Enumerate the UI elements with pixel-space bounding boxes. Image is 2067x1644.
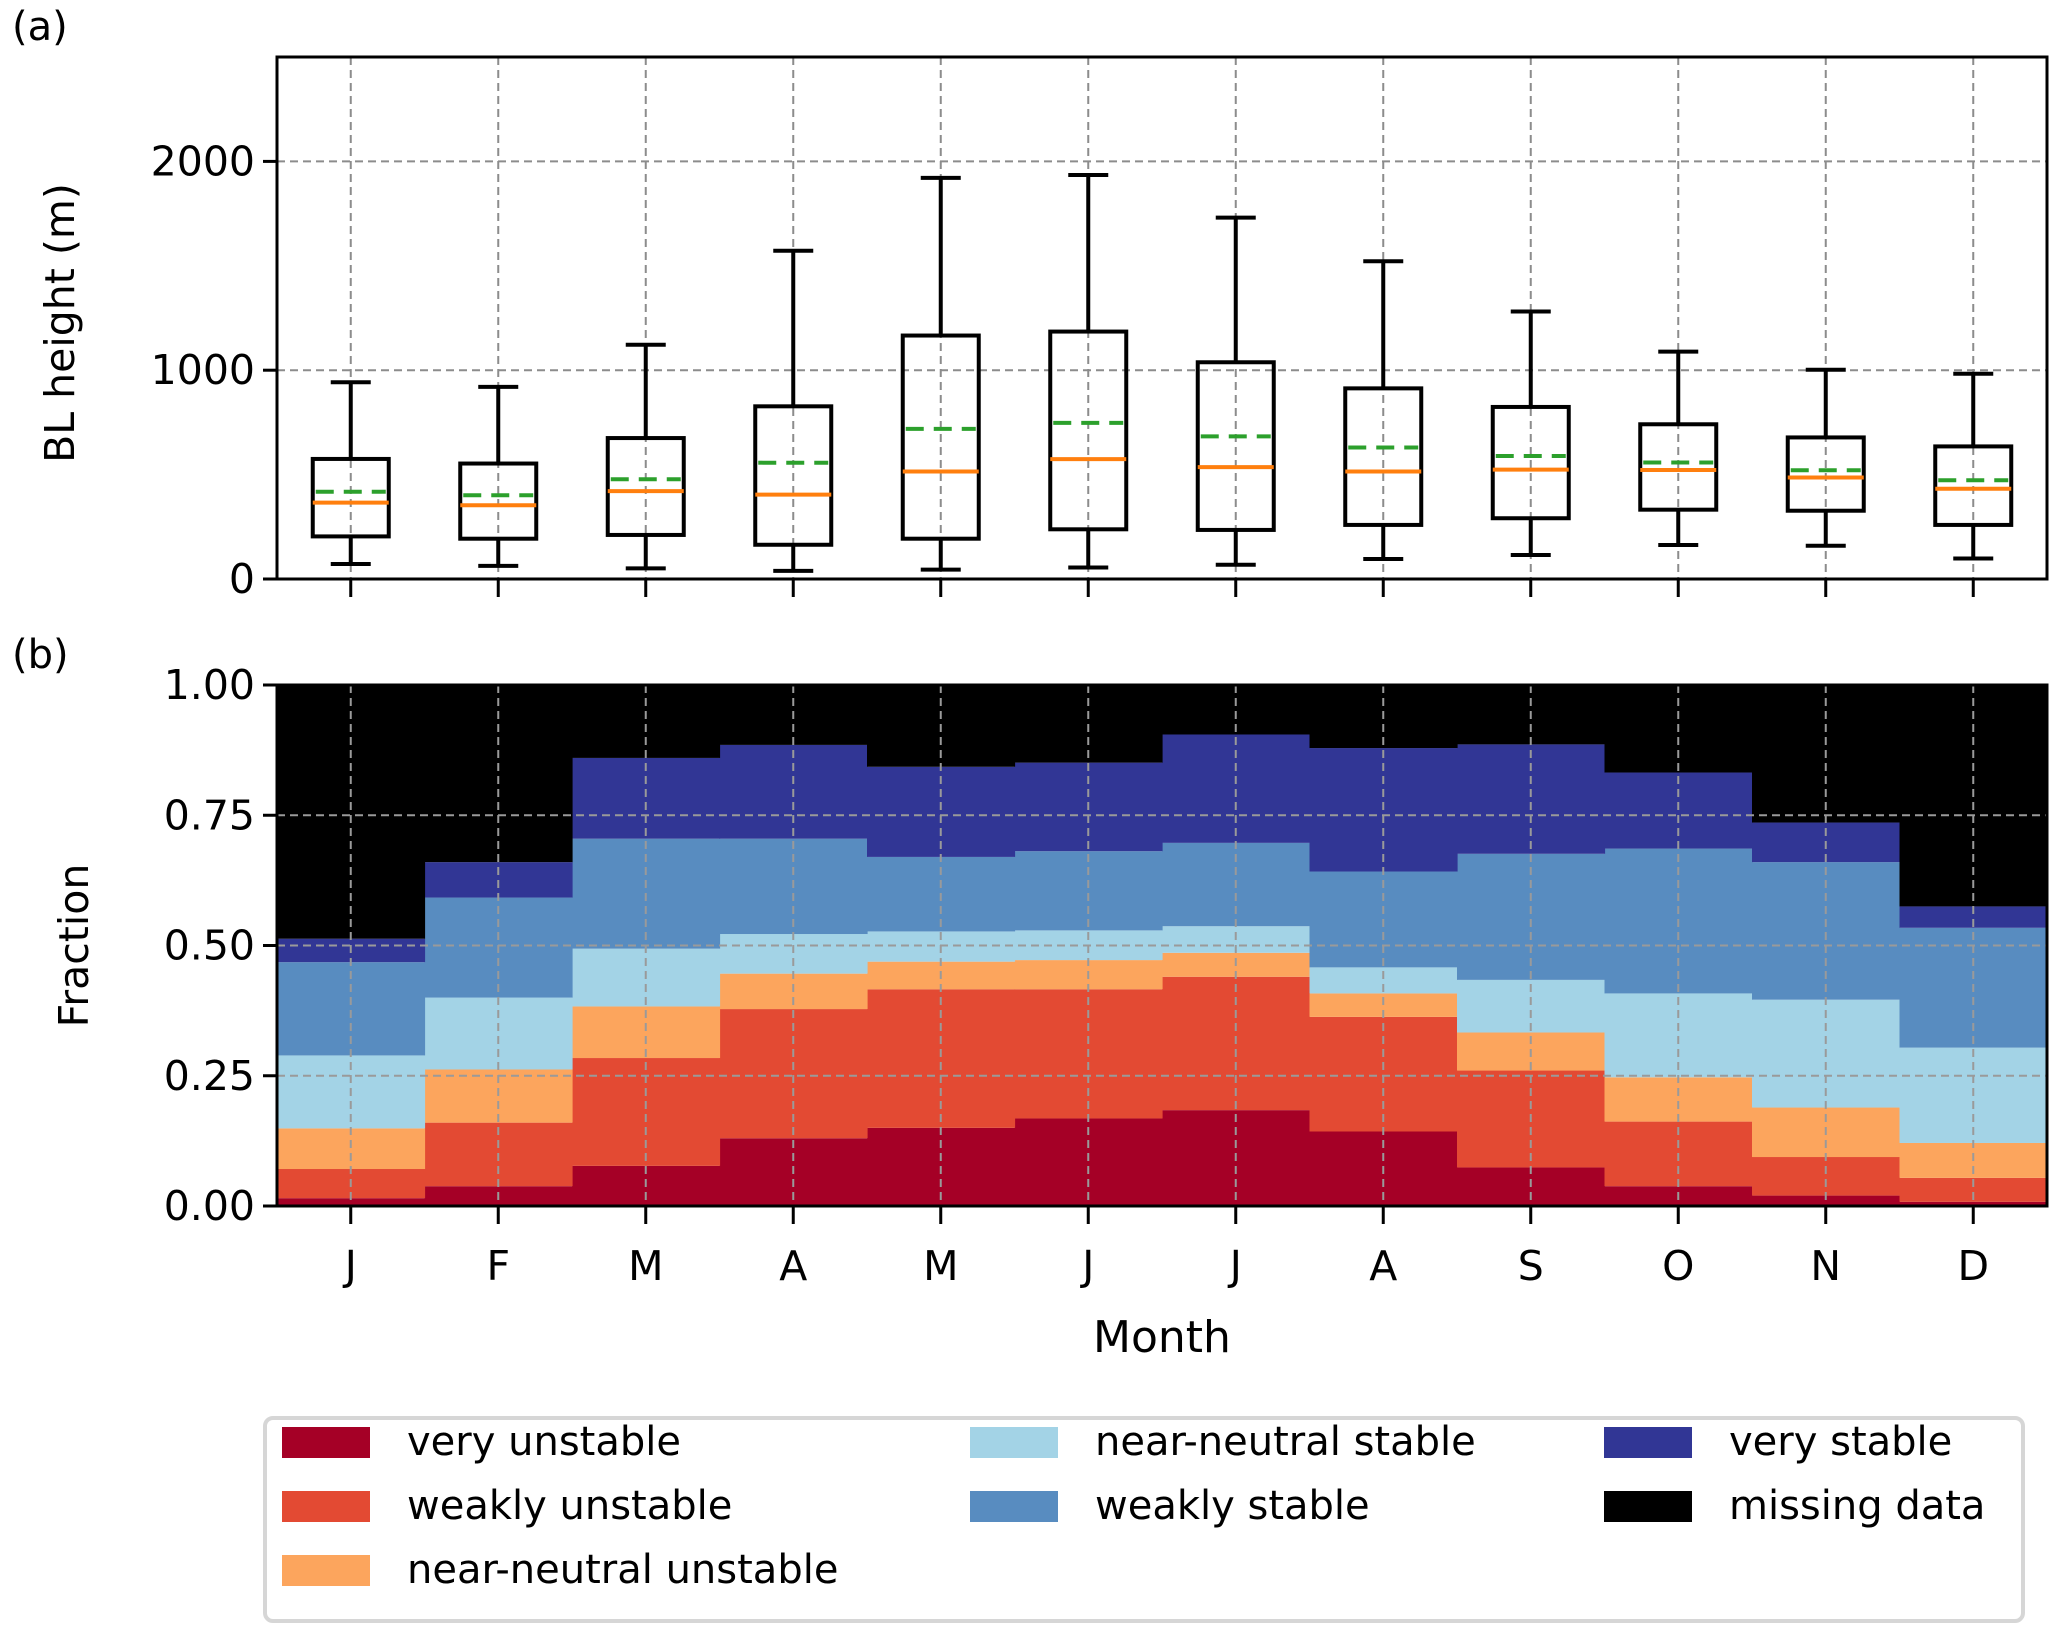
box-iqr [1343,386,1424,527]
x-tick-label: J [1227,1242,1242,1290]
area-segment [1752,1157,1901,1196]
area-segment [572,1058,721,1166]
area-segment [1457,744,1606,854]
legend-label: missing data [1729,1483,1986,1529]
box-S [1490,309,1571,557]
x-axis-label: Month [1093,1312,1231,1363]
legend-label: weakly unstable [407,1483,733,1529]
box-iqr [1490,404,1571,521]
legend-swatch-weakly-unstable [282,1490,370,1522]
box-D [1933,371,2014,561]
area-segment [1899,1201,2048,1206]
y-axis-label: Fraction [50,864,98,1028]
area-segment [1309,1016,1458,1132]
area-segment [1014,685,1163,763]
axes-frame [275,55,2049,581]
x-tick-label: F [486,1242,510,1290]
series-very-unstable [277,1110,2048,1206]
y-tick-label: 0.25 [164,1052,255,1100]
panel-a-label: (a) [12,4,68,50]
x-tick-label: A [779,1242,807,1290]
x-tick-label: A [1369,1242,1397,1290]
box-iqr [458,461,539,541]
legend-item: very stable [1604,1422,1952,1462]
legend-label: very stable [1729,1419,1953,1465]
area-segment [277,1128,426,1170]
box-N [1785,367,1866,548]
box-O [1638,349,1719,547]
box-iqr [1785,435,1866,513]
legend-item: very unstable [282,1422,681,1462]
legend-swatch-weakly-stable [970,1490,1058,1522]
y-tick-label: 1.00 [164,661,255,709]
box-A [753,248,834,573]
box-iqr [900,333,981,541]
area-segment [1309,993,1458,1017]
legend-item: near-neutral unstable [282,1550,838,1590]
legend-label: very unstable [407,1419,681,1465]
y-tick-label: 0 [229,555,255,603]
panel-b-label: (b) [12,632,69,678]
box-J [1048,172,1129,570]
area-segment [1899,1177,2048,1202]
x-tick-label: J [1079,1242,1094,1290]
x-tick-label: J [342,1242,357,1290]
area-segment [424,997,573,1070]
box-F [458,384,539,568]
area-segment [277,1198,426,1206]
legend-label: near-neutral stable [1095,1419,1476,1465]
y-tick-label: 1000 [151,346,255,394]
y-tick-label: 2000 [151,137,255,185]
legend-item: weakly stable [970,1486,1370,1526]
legend-swatch-missing-data [1604,1490,1692,1522]
y-tick-label: 0.00 [164,1182,255,1230]
legend-label: near-neutral unstable [407,1547,839,1593]
x-tick-label: M [628,1242,663,1290]
box-plot-panel: 0 1000 2000 BL height (m) [36,55,2049,603]
x-tick-label: N [1810,1242,1841,1290]
box-J [310,380,391,566]
box-iqr [1048,329,1129,532]
y-axis-label: BL height (m) [36,183,84,463]
legend: very unstable weakly unstable near-neutr… [263,1416,2025,1623]
area-segment [1752,1195,1901,1206]
y-tick-label: 0.50 [164,922,255,970]
legend-item: missing data [1604,1486,1985,1526]
legend-label: weakly stable [1095,1483,1370,1529]
area-segment [1899,906,2048,928]
area-segment [719,934,868,974]
x-tick-label: S [1518,1242,1544,1290]
area-segment [572,685,721,758]
area-segment [1014,851,1163,931]
box-A [1343,259,1424,561]
box-iqr [753,404,834,547]
area-segment [572,757,721,839]
stacked-fraction-panel: 0.00 0.25 0.50 0.75 1.00 J F M A M J J A S O N D Month Fra… [50,661,2049,1363]
x-tick-label: M [923,1242,958,1290]
legend-swatch-very-stable [1604,1426,1692,1458]
legend-swatch-very-unstable [282,1426,370,1458]
box-iqr [1933,444,2014,527]
box-iqr [1195,360,1276,532]
legend-swatch-near-neutral-stable [970,1426,1058,1458]
box-J [1195,215,1276,567]
legend-swatch-near-neutral-unstable [282,1554,370,1586]
legend-item: near-neutral stable [970,1422,1476,1462]
x-tick-label: O [1662,1242,1694,1290]
x-tick-label: D [1957,1242,1989,1290]
box-iqr [1638,422,1719,512]
box-iqr [605,436,686,537]
box-iqr [310,456,391,539]
box-M [900,175,981,572]
y-tick-label: 0.75 [164,791,255,839]
legend-item: weakly unstable [282,1486,732,1526]
box-M [605,342,686,571]
